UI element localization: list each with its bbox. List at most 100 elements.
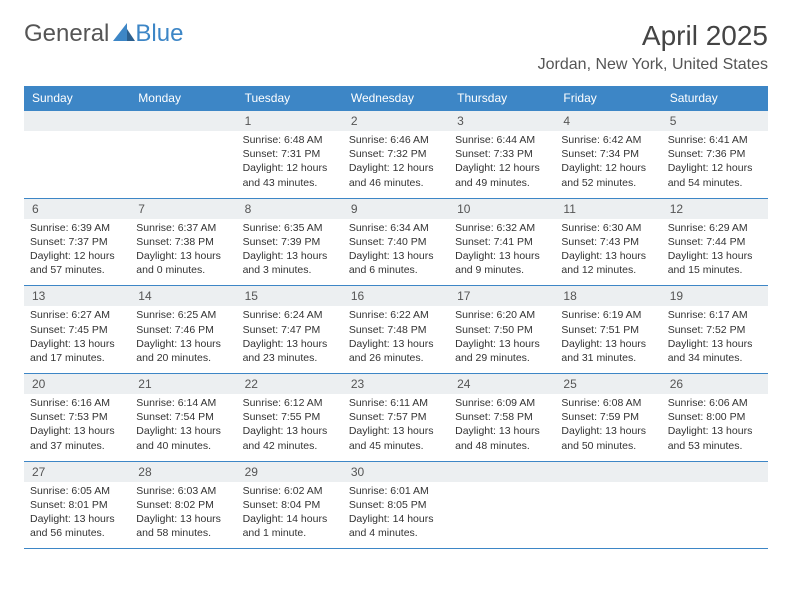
day-cell: Sunrise: 6:06 AMSunset: 8:00 PMDaylight:… xyxy=(662,394,768,461)
day-details: Sunrise: 6:01 AMSunset: 8:05 PMDaylight:… xyxy=(349,484,443,541)
day-number: 24 xyxy=(449,374,555,395)
day-cell: Sunrise: 6:11 AMSunset: 7:57 PMDaylight:… xyxy=(343,394,449,461)
content-row: Sunrise: 6:48 AMSunset: 7:31 PMDaylight:… xyxy=(24,131,768,198)
day-cell: Sunrise: 6:32 AMSunset: 7:41 PMDaylight:… xyxy=(449,219,555,286)
page-title: April 2025 xyxy=(538,20,768,52)
day-number: 2 xyxy=(343,111,449,132)
logo-text-2: Blue xyxy=(135,20,183,48)
day-cell: Sunrise: 6:34 AMSunset: 7:40 PMDaylight:… xyxy=(343,219,449,286)
day-number: 14 xyxy=(130,286,236,307)
day-cell: Sunrise: 6:27 AMSunset: 7:45 PMDaylight:… xyxy=(24,306,130,373)
day-header: Wednesday xyxy=(343,86,449,111)
content-row: Sunrise: 6:05 AMSunset: 8:01 PMDaylight:… xyxy=(24,482,768,549)
day-cell: Sunrise: 6:20 AMSunset: 7:50 PMDaylight:… xyxy=(449,306,555,373)
day-header: Thursday xyxy=(449,86,555,111)
day-cell: Sunrise: 6:41 AMSunset: 7:36 PMDaylight:… xyxy=(662,131,768,198)
day-number: 28 xyxy=(130,461,236,482)
header: General Blue April 2025 Jordan, New York… xyxy=(24,20,768,74)
day-header-row: SundayMondayTuesdayWednesdayThursdayFrid… xyxy=(24,86,768,111)
day-cell: Sunrise: 6:14 AMSunset: 7:54 PMDaylight:… xyxy=(130,394,236,461)
day-details: Sunrise: 6:39 AMSunset: 7:37 PMDaylight:… xyxy=(30,221,124,278)
day-details: Sunrise: 6:30 AMSunset: 7:43 PMDaylight:… xyxy=(561,221,655,278)
day-header: Sunday xyxy=(24,86,130,111)
day-details: Sunrise: 6:19 AMSunset: 7:51 PMDaylight:… xyxy=(561,308,655,365)
day-cell: Sunrise: 6:02 AMSunset: 8:04 PMDaylight:… xyxy=(237,482,343,549)
day-cell: Sunrise: 6:30 AMSunset: 7:43 PMDaylight:… xyxy=(555,219,661,286)
day-number: 10 xyxy=(449,198,555,219)
day-details: Sunrise: 6:09 AMSunset: 7:58 PMDaylight:… xyxy=(455,396,549,453)
day-header: Friday xyxy=(555,86,661,111)
day-cell: Sunrise: 6:39 AMSunset: 7:37 PMDaylight:… xyxy=(24,219,130,286)
day-cell: Sunrise: 6:35 AMSunset: 7:39 PMDaylight:… xyxy=(237,219,343,286)
day-number: 4 xyxy=(555,111,661,132)
day-details: Sunrise: 6:29 AMSunset: 7:44 PMDaylight:… xyxy=(668,221,762,278)
day-cell: Sunrise: 6:17 AMSunset: 7:52 PMDaylight:… xyxy=(662,306,768,373)
day-details: Sunrise: 6:05 AMSunset: 8:01 PMDaylight:… xyxy=(30,484,124,541)
day-number: 19 xyxy=(662,286,768,307)
daynum-row: 27282930 xyxy=(24,461,768,482)
day-cell: Sunrise: 6:01 AMSunset: 8:05 PMDaylight:… xyxy=(343,482,449,549)
day-cell: Sunrise: 6:22 AMSunset: 7:48 PMDaylight:… xyxy=(343,306,449,373)
day-cell: Sunrise: 6:05 AMSunset: 8:01 PMDaylight:… xyxy=(24,482,130,549)
day-details: Sunrise: 6:20 AMSunset: 7:50 PMDaylight:… xyxy=(455,308,549,365)
day-details: Sunrise: 6:14 AMSunset: 7:54 PMDaylight:… xyxy=(136,396,230,453)
day-cell: Sunrise: 6:19 AMSunset: 7:51 PMDaylight:… xyxy=(555,306,661,373)
day-header: Monday xyxy=(130,86,236,111)
day-number: 16 xyxy=(343,286,449,307)
content-row: Sunrise: 6:27 AMSunset: 7:45 PMDaylight:… xyxy=(24,306,768,373)
day-number: 22 xyxy=(237,374,343,395)
day-cell: Sunrise: 6:25 AMSunset: 7:46 PMDaylight:… xyxy=(130,306,236,373)
day-cell xyxy=(449,482,555,549)
day-number xyxy=(449,461,555,482)
day-details: Sunrise: 6:41 AMSunset: 7:36 PMDaylight:… xyxy=(668,133,762,190)
day-number: 12 xyxy=(662,198,768,219)
day-cell: Sunrise: 6:16 AMSunset: 7:53 PMDaylight:… xyxy=(24,394,130,461)
day-number: 8 xyxy=(237,198,343,219)
day-number: 26 xyxy=(662,374,768,395)
day-details: Sunrise: 6:03 AMSunset: 8:02 PMDaylight:… xyxy=(136,484,230,541)
day-cell: Sunrise: 6:29 AMSunset: 7:44 PMDaylight:… xyxy=(662,219,768,286)
day-number: 6 xyxy=(24,198,130,219)
daynum-row: 20212223242526 xyxy=(24,374,768,395)
day-details: Sunrise: 6:17 AMSunset: 7:52 PMDaylight:… xyxy=(668,308,762,365)
day-number: 3 xyxy=(449,111,555,132)
daynum-row: 12345 xyxy=(24,111,768,132)
day-number xyxy=(662,461,768,482)
day-number: 23 xyxy=(343,374,449,395)
day-cell: Sunrise: 6:09 AMSunset: 7:58 PMDaylight:… xyxy=(449,394,555,461)
day-cell xyxy=(555,482,661,549)
day-cell xyxy=(130,131,236,198)
calendar-table: SundayMondayTuesdayWednesdayThursdayFrid… xyxy=(24,86,768,549)
day-details: Sunrise: 6:32 AMSunset: 7:41 PMDaylight:… xyxy=(455,221,549,278)
day-number: 11 xyxy=(555,198,661,219)
logo-text-1: General xyxy=(24,20,109,48)
day-details: Sunrise: 6:35 AMSunset: 7:39 PMDaylight:… xyxy=(243,221,337,278)
day-number: 9 xyxy=(343,198,449,219)
day-details: Sunrise: 6:37 AMSunset: 7:38 PMDaylight:… xyxy=(136,221,230,278)
day-number: 15 xyxy=(237,286,343,307)
day-details: Sunrise: 6:11 AMSunset: 7:57 PMDaylight:… xyxy=(349,396,443,453)
day-details: Sunrise: 6:22 AMSunset: 7:48 PMDaylight:… xyxy=(349,308,443,365)
daynum-row: 6789101112 xyxy=(24,198,768,219)
day-details: Sunrise: 6:34 AMSunset: 7:40 PMDaylight:… xyxy=(349,221,443,278)
day-cell: Sunrise: 6:08 AMSunset: 7:59 PMDaylight:… xyxy=(555,394,661,461)
day-number: 5 xyxy=(662,111,768,132)
day-number: 21 xyxy=(130,374,236,395)
day-cell xyxy=(24,131,130,198)
day-cell xyxy=(662,482,768,549)
day-details: Sunrise: 6:25 AMSunset: 7:46 PMDaylight:… xyxy=(136,308,230,365)
day-cell: Sunrise: 6:46 AMSunset: 7:32 PMDaylight:… xyxy=(343,131,449,198)
day-number xyxy=(130,111,236,132)
content-row: Sunrise: 6:39 AMSunset: 7:37 PMDaylight:… xyxy=(24,219,768,286)
day-details: Sunrise: 6:48 AMSunset: 7:31 PMDaylight:… xyxy=(243,133,337,190)
day-cell: Sunrise: 6:37 AMSunset: 7:38 PMDaylight:… xyxy=(130,219,236,286)
day-number: 13 xyxy=(24,286,130,307)
logo: General Blue xyxy=(24,20,183,48)
day-number xyxy=(24,111,130,132)
day-number xyxy=(555,461,661,482)
day-number: 18 xyxy=(555,286,661,307)
day-cell: Sunrise: 6:03 AMSunset: 8:02 PMDaylight:… xyxy=(130,482,236,549)
location-text: Jordan, New York, United States xyxy=(538,56,768,74)
day-cell: Sunrise: 6:12 AMSunset: 7:55 PMDaylight:… xyxy=(237,394,343,461)
day-details: Sunrise: 6:44 AMSunset: 7:33 PMDaylight:… xyxy=(455,133,549,190)
